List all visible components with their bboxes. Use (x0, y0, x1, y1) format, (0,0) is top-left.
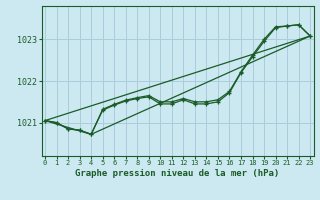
X-axis label: Graphe pression niveau de la mer (hPa): Graphe pression niveau de la mer (hPa) (76, 169, 280, 178)
